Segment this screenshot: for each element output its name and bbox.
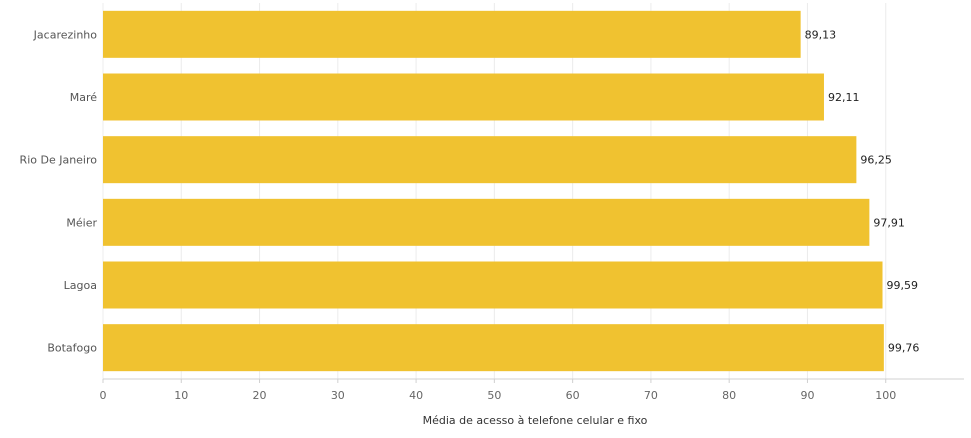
bar (103, 261, 883, 309)
bar (103, 136, 857, 184)
grid-lines (102, 3, 887, 379)
data-label: 99,59 (887, 279, 919, 292)
data-label: 96,25 (860, 154, 892, 167)
data-labels: 89,13 92,11 96,25 97,91 99,59 99,76 (805, 28, 920, 354)
category-label: Lagoa (64, 279, 97, 292)
x-tick-label: 50 (487, 389, 501, 402)
bars (103, 10, 884, 372)
x-tick-label: 80 (722, 389, 736, 402)
data-label: 97,91 (873, 216, 905, 229)
x-tick-label: 10 (174, 389, 188, 402)
x-axis-title: Média de acesso à telefone celular e fix… (423, 414, 648, 427)
x-tick-label: 90 (800, 389, 814, 402)
data-label: 92,11 (828, 91, 860, 104)
category-label: Botafogo (47, 342, 97, 355)
category-labels: Jacarezinho Maré Rio De Janeiro Méier Lagoa B… (20, 28, 98, 354)
x-tick-label: 70 (644, 389, 658, 402)
bar (103, 10, 801, 58)
x-tick-label: 40 (409, 389, 423, 402)
x-axis: 0 10 20 30 40 50 60 70 80 90 100 (100, 378, 964, 402)
category-label: Rio De Janeiro (20, 154, 98, 167)
x-tick-label: 30 (331, 389, 345, 402)
category-label: Méier (66, 216, 97, 229)
bar (103, 198, 870, 246)
bar (103, 324, 884, 372)
x-tick-label: 60 (566, 389, 580, 402)
data-label: 89,13 (805, 28, 837, 41)
category-label: Maré (70, 91, 98, 104)
category-label: Jacarezinho (33, 28, 98, 41)
bar (103, 73, 824, 121)
data-label: 99,76 (888, 342, 920, 355)
x-tick-label: 20 (253, 389, 267, 402)
x-tick-label: 100 (875, 389, 896, 402)
x-tick-label: 0 (100, 389, 107, 402)
